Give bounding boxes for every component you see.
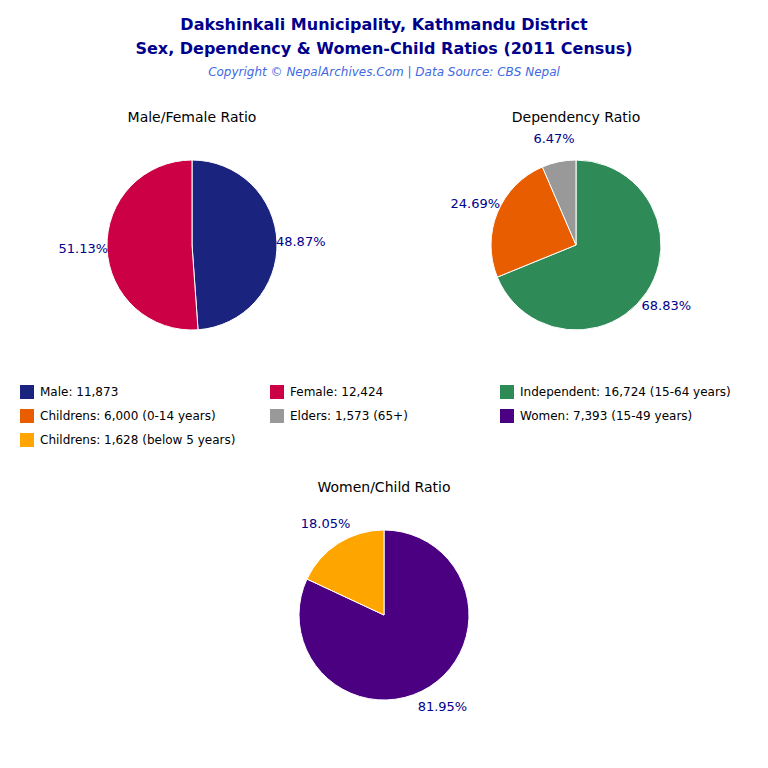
pie-slice (299, 530, 469, 700)
pie-chart: Women/Child Ratio 81.95% 18.05% (299, 479, 469, 714)
pie-title: Dependency Ratio (512, 109, 641, 125)
data-label: 18.05% (301, 516, 351, 531)
legend-entry: Female: 12,424 (290, 385, 383, 399)
legend-swatch (500, 409, 514, 423)
legend-swatch (20, 409, 34, 423)
copyright-note: Copyright © NepalArchives.Com | Data Sou… (208, 65, 560, 79)
legend-swatch (270, 409, 284, 423)
legend-entry: Childrens: 6,000 (0-14 years) (40, 409, 216, 423)
legend-entry: Elders: 1,573 (65+) (290, 409, 408, 423)
figure-title: Dakshinkali Municipality, Kathmandu Dist… (180, 15, 588, 34)
pie-title: Women/Child Ratio (317, 479, 450, 495)
legend-entry: Women: 7,393 (15-49 years) (520, 409, 692, 423)
legend-entry: Independent: 16,724 (15-64 years) (520, 385, 731, 399)
data-label: 51.13% (58, 241, 108, 256)
pie-slice (107, 160, 198, 330)
legend-entry: Male: 11,873 (40, 385, 118, 399)
data-label: 24.69% (451, 196, 501, 211)
pie-slice (192, 160, 277, 330)
legend-swatch (20, 433, 34, 447)
pie-title: Male/Female Ratio (128, 109, 257, 125)
legend-swatch (500, 385, 514, 399)
data-label: 48.87% (276, 234, 326, 249)
data-label: 68.83% (642, 298, 692, 313)
figure-subtitle: Sex, Dependency & Women-Child Ratios (20… (135, 39, 632, 58)
legend: Male: 11,873 Female: 12,424 Independent: 1… (20, 385, 731, 447)
pie-chart: Dependency Ratio 68.83% 24.69% 6.47% (451, 109, 692, 330)
pie-slice (542, 160, 576, 245)
data-label: 81.95% (418, 699, 468, 714)
legend-swatch (270, 385, 284, 399)
data-label: 6.47% (533, 131, 574, 146)
chart-canvas: Dakshinkali Municipality, Kathmandu Dist… (0, 0, 768, 768)
legend-swatch (20, 385, 34, 399)
pie-slice (307, 530, 384, 615)
pie-chart: Male/Female Ratio 48.87% 51.13% (58, 109, 325, 330)
legend-entry: Childrens: 1,628 (below 5 years) (40, 433, 235, 447)
